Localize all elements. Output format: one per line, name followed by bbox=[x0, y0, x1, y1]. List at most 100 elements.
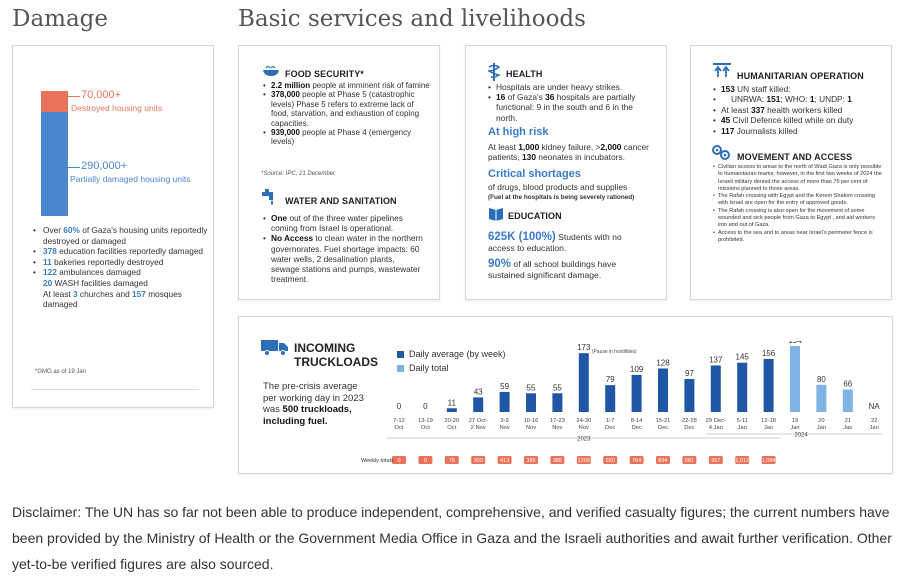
weekly-total-value: 1209 bbox=[578, 458, 590, 464]
weekly-total-badge bbox=[708, 456, 723, 464]
weekly-total-value: 681 bbox=[685, 458, 694, 464]
x-tick-label-line2: Oct bbox=[421, 425, 430, 431]
chart-bar bbox=[446, 408, 457, 412]
pause-in-hostilities-note: (Pause in hostilities) bbox=[592, 349, 637, 355]
x-tick-label-line1: 8-14 bbox=[631, 418, 643, 424]
partial-connector bbox=[68, 167, 80, 168]
x-tick-label-line1: 24-30 bbox=[576, 418, 591, 424]
chart-bar bbox=[578, 353, 589, 412]
list-item: Over 60% of Gaza's housing units reporte… bbox=[31, 225, 213, 246]
bar-value-label: 137 bbox=[709, 355, 723, 364]
x-tick-label-line1: 22-28 bbox=[682, 418, 697, 424]
water-tap-icon bbox=[262, 189, 273, 205]
weekly-total-value: 385 bbox=[526, 458, 535, 464]
damage-card: 70,000+ Destroyed housing units 290,000+… bbox=[12, 45, 214, 408]
x-tick-label-line2: Nov bbox=[499, 425, 509, 431]
bar-value-label: 59 bbox=[500, 382, 509, 391]
list-item: Hospitals are under heavy strikes. bbox=[488, 82, 654, 92]
humanitarian-list: 153 UN staff killed: UNRWA: 151; WHO: 1;… bbox=[713, 84, 883, 136]
legend-swatch-daily-average bbox=[397, 351, 404, 358]
x-tick-label-line1: 3-9 bbox=[500, 418, 508, 424]
chart-bar bbox=[763, 358, 774, 412]
partial-housing-bar bbox=[41, 112, 68, 216]
x-tick-label-line1: 5-11 bbox=[737, 418, 748, 424]
education-book-icon bbox=[489, 208, 503, 221]
x-tick-label-line1: 7-12 bbox=[393, 418, 405, 424]
x-tick-label-line1: 27 Oct- bbox=[469, 418, 488, 424]
bar-value-label: 11 bbox=[448, 398, 457, 407]
weekly-total-badge bbox=[471, 456, 486, 464]
x-tick-label-line2: Nov bbox=[579, 425, 589, 431]
health-list: Hospitals are under heavy strikes. 16 of… bbox=[488, 82, 654, 123]
high-risk-text: At least 1,000 kidney failure, >2,000 ca… bbox=[488, 142, 649, 163]
fuel-rationed-note: (Fuel at the hospitals is being severely… bbox=[488, 194, 635, 201]
health-caduceus-icon bbox=[488, 63, 500, 81]
x-tick-label-line2: Nov bbox=[552, 425, 562, 431]
bar-value-label: 145 bbox=[736, 353, 750, 362]
food-security-list: 2.2 million people at imminent risk of f… bbox=[263, 81, 431, 147]
list-item: 122 ambulances damaged bbox=[31, 267, 213, 278]
list-item: 20 WASH facilities damaged bbox=[43, 277, 148, 288]
weekly-total-badge bbox=[603, 456, 618, 464]
x-tick-label-line1: 13-19 bbox=[418, 418, 433, 424]
critical-shortages-heading: Critical shortages bbox=[488, 168, 581, 180]
weekly-total-value: 894 bbox=[658, 458, 667, 464]
x-tick-label-line1: 20 bbox=[818, 418, 824, 424]
weekly-total-value: 957 bbox=[711, 458, 720, 464]
x-tick-label-line2: Nov bbox=[526, 425, 536, 431]
chart-bar bbox=[710, 365, 721, 412]
list-item: No Access to clean water in the northern… bbox=[263, 233, 425, 284]
destroyed-housing-number: 70,000+ bbox=[81, 89, 122, 101]
legend-daily-total: Daily total bbox=[409, 363, 449, 373]
destroyed-housing-bar bbox=[41, 91, 68, 112]
weekly-total-badge bbox=[524, 456, 538, 464]
x-tick-label-line1: 1-7 bbox=[606, 418, 614, 424]
x-tick-label-line2: Jan bbox=[817, 425, 826, 431]
food-source-note: *Source: IPC, 21 December bbox=[261, 171, 336, 177]
chart-bar bbox=[658, 368, 668, 412]
divider bbox=[31, 389, 199, 390]
humanitarian-operation-title: HUMANITARIAN OPERATION bbox=[737, 71, 864, 81]
x-tick-label-line2: Dec bbox=[605, 425, 615, 431]
x-tick-label-line2: 4 Jan bbox=[709, 425, 723, 431]
movement-access-list: Civilian access to areas to the north of… bbox=[713, 164, 885, 244]
weekly-total-value: 413 bbox=[500, 458, 509, 464]
bar-value-label: 43 bbox=[474, 387, 483, 396]
bar-value-label: 55 bbox=[527, 383, 536, 392]
x-tick-label-line2: Dec bbox=[658, 425, 668, 431]
weekly-total-badge bbox=[418, 456, 433, 464]
education-stat-schools: 90% of all school buildings have sustain… bbox=[488, 258, 617, 280]
weekly-total-badge bbox=[576, 456, 591, 464]
truckloads-title-line2: TRUCKLOADS bbox=[294, 355, 378, 369]
humanitarian-movement-card: HUMANITARIAN OPERATION 153 UN staff kill… bbox=[690, 45, 892, 300]
list-item: 11 bakeries reportedly destroyed bbox=[31, 257, 213, 268]
chart-bar bbox=[842, 389, 853, 412]
x-tick-label-line1: 22 bbox=[871, 418, 877, 424]
x-tick-label-line1: 20-26 bbox=[444, 418, 459, 424]
legend-swatch-daily-total bbox=[397, 365, 404, 372]
weekly-total-value: 385 bbox=[553, 458, 562, 464]
bar-value-label: 109 bbox=[630, 365, 644, 374]
list-item: One out of the three water pipelines com… bbox=[263, 213, 425, 233]
chart-bar bbox=[631, 374, 642, 412]
movement-access-icon bbox=[712, 145, 730, 160]
chart-bar bbox=[816, 384, 827, 412]
list-item: The Rafah crossing with Egypt and the Ke… bbox=[713, 193, 885, 208]
weekly-total-value: 764 bbox=[632, 458, 641, 464]
list-item: Access to the sea and to areas near Isra… bbox=[713, 230, 885, 245]
health-education-card: HEALTH Hospitals are under heavy strikes… bbox=[465, 45, 667, 300]
list-item: Civilian access to areas to the north of… bbox=[713, 164, 885, 193]
list-item: At least 3 churches and 157 mosques dama… bbox=[43, 288, 182, 310]
x-tick-label-line2: Oct bbox=[394, 425, 403, 431]
weekly-total-badge bbox=[629, 456, 644, 464]
truck-icon bbox=[261, 340, 288, 356]
list-item: 2.2 million people at imminent risk of f… bbox=[263, 81, 431, 91]
x-tick-label-line1: 19 bbox=[792, 418, 798, 424]
x-tick-label-line1: 10-16 bbox=[524, 418, 539, 424]
list-item: 378 education facilities reportedly dama… bbox=[31, 246, 213, 257]
bar-value-label: 194 bbox=[788, 341, 802, 345]
weekly-total-value: 0 bbox=[424, 458, 427, 464]
bar-value-label: 66 bbox=[843, 380, 852, 389]
chart-bar bbox=[473, 397, 484, 412]
